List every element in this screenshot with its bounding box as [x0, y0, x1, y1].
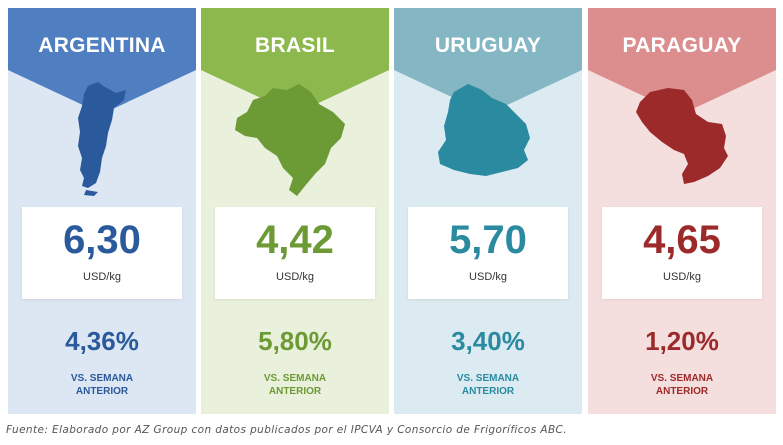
card-paraguay: PARAGUAY 4,65 USD/kg 1,20% VS. SEMANA AN…: [588, 8, 776, 414]
price-value: 4,65: [643, 218, 721, 262]
card-uruguay: URUGUAY 5,70 USD/kg 3,40% VS. SEMANA ANT…: [394, 8, 582, 414]
weekly-change: 3,40%: [451, 326, 525, 356]
price-value: 4,42: [256, 218, 334, 262]
country-name: BRASIL: [255, 34, 335, 57]
change-caption: VS. SEMANA ANTERIOR: [201, 372, 389, 398]
caption-line-2: ANTERIOR: [268, 386, 322, 397]
brazil-map-icon: [235, 84, 345, 196]
card-brasil: BRASIL 4,42 USD/kg 5,80% VS. SEMANA ANTE…: [201, 8, 389, 414]
price-box: 4,65 USD/kg: [602, 207, 762, 299]
price-unit: USD/kg: [83, 271, 121, 283]
price-box: 4,42 USD/kg: [215, 207, 375, 299]
country-price-cards: ARGENTINA 6,30 USD/kg 4,36% VS. SEMANA A…: [8, 8, 776, 414]
change-caption: VS. SEMANA ANTERIOR: [588, 372, 776, 398]
card-argentina: ARGENTINA 6,30 USD/kg 4,36% VS. SEMANA A…: [8, 8, 196, 414]
price-box: 6,30 USD/kg: [22, 207, 182, 299]
caption-line-1: VS. SEMANA: [70, 373, 134, 384]
caption-line-2: ANTERIOR: [461, 386, 515, 397]
country-name: ARGENTINA: [38, 34, 166, 57]
country-name: URUGUAY: [434, 34, 542, 57]
price-box: 5,70 USD/kg: [408, 207, 568, 299]
change-caption: VS. SEMANA ANTERIOR: [394, 372, 582, 398]
price-unit: USD/kg: [469, 271, 507, 283]
weekly-change: 1,20%: [645, 326, 719, 356]
uruguay-map-icon: [438, 84, 530, 176]
paraguay-map-icon: [636, 88, 728, 184]
weekly-change: 4,36%: [65, 326, 139, 356]
price-value: 5,70: [449, 218, 527, 262]
caption-line-2: ANTERIOR: [75, 386, 129, 397]
weekly-change: 5,80%: [258, 326, 332, 356]
argentina-map-icon: [78, 82, 126, 196]
caption-line-1: VS. SEMANA: [650, 373, 714, 384]
caption-line-2: ANTERIOR: [655, 386, 709, 397]
price-unit: USD/kg: [663, 271, 701, 283]
caption-line-1: VS. SEMANA: [263, 373, 327, 384]
caption-line-1: VS. SEMANA: [456, 373, 520, 384]
change-caption: VS. SEMANA ANTERIOR: [8, 372, 196, 398]
source-note: Fuente: Elaborado por AZ Group con datos…: [6, 424, 568, 436]
country-name: PARAGUAY: [622, 34, 742, 57]
price-value: 6,30: [63, 218, 141, 262]
price-unit: USD/kg: [276, 271, 314, 283]
